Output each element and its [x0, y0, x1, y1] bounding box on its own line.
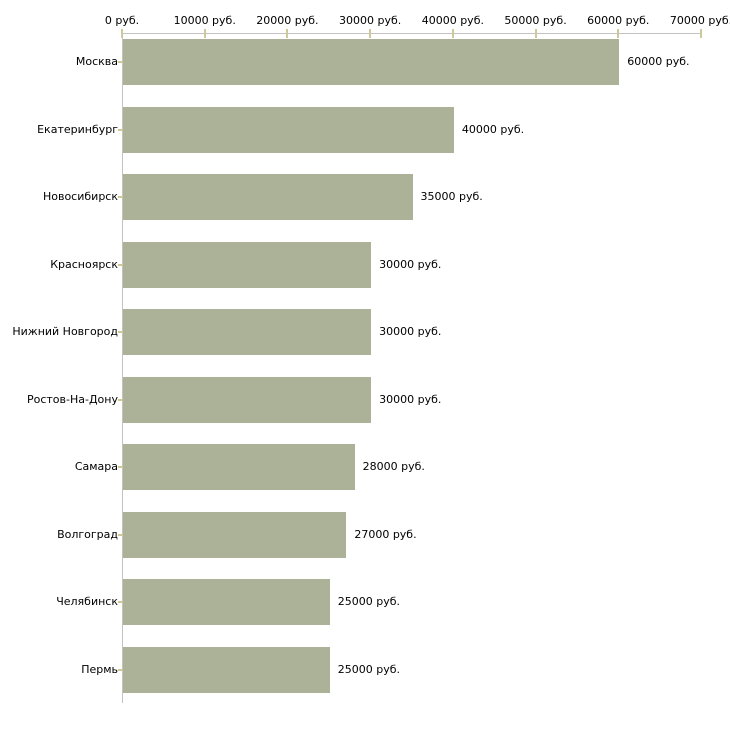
y-axis-tick-mark [118, 668, 123, 671]
value-label: 28000 руб. [362, 460, 425, 473]
y-axis-tick-mark [118, 398, 123, 401]
y-axis-tick-mark [118, 331, 123, 333]
x-axis-tick-mark [121, 29, 123, 38]
x-axis-tick-label: 70000 руб. [669, 14, 730, 27]
x-axis-tick-label: 10000 руб. [173, 14, 236, 27]
category-label: Нижний Новгород [12, 325, 118, 338]
x-axis-tick-mark [369, 29, 372, 38]
bar [123, 309, 372, 355]
y-axis-tick-mark [118, 128, 123, 131]
x-axis-tick-mark [617, 29, 620, 38]
category-label: Екатеринбург [37, 122, 118, 136]
x-axis-tick-mark [451, 29, 454, 38]
category-label: Челябинск [56, 595, 118, 608]
category-label: Красноярск [50, 257, 118, 271]
category-label: Москва [75, 55, 118, 68]
bar [123, 241, 372, 288]
value-label: 30000 руб. [379, 257, 442, 271]
category-label: Волгоград [57, 527, 118, 541]
y-axis-tick-mark [118, 61, 123, 63]
x-axis-tick-mark [203, 29, 206, 38]
y-axis-tick-mark [118, 533, 123, 536]
bar [123, 174, 413, 220]
x-axis-tick-label: 50000 руб. [504, 14, 567, 27]
x-axis-tick-mark [534, 29, 537, 38]
value-label: 25000 руб. [337, 662, 401, 676]
value-label: 30000 руб. [379, 325, 442, 338]
y-axis-tick-mark [118, 601, 123, 603]
x-axis-tick-mark [700, 29, 702, 38]
category-label: Пермь [81, 662, 118, 676]
y-axis-tick-mark [118, 196, 123, 198]
value-label: 25000 руб. [337, 595, 401, 608]
value-label: 27000 руб. [354, 527, 417, 541]
bar [123, 39, 620, 85]
category-label: Новосибирск [42, 190, 118, 203]
y-axis-tick-mark [118, 263, 123, 266]
bar [123, 646, 330, 693]
x-axis-tick-mark [286, 29, 289, 38]
value-label: 35000 руб. [420, 190, 483, 203]
bar [123, 106, 454, 153]
category-label: Ростов-На-Дону [26, 392, 118, 406]
x-axis-tick-label: 0 руб. [104, 14, 140, 27]
bar [123, 376, 372, 423]
y-axis-tick-mark [118, 466, 123, 468]
bar [123, 444, 355, 490]
value-label: 30000 руб. [379, 392, 442, 406]
category-label: Самара [74, 460, 118, 473]
value-label: 40000 руб. [461, 122, 525, 136]
bar [123, 511, 347, 558]
x-axis-tick-label: 20000 руб. [256, 14, 319, 27]
plot-area [122, 33, 702, 703]
bar [123, 579, 330, 625]
x-axis-tick-label: 30000 руб. [339, 14, 402, 27]
x-axis-tick-label: 40000 руб. [421, 14, 484, 27]
value-label: 60000 руб. [627, 55, 690, 68]
x-axis-tick-label: 60000 руб. [587, 14, 650, 27]
